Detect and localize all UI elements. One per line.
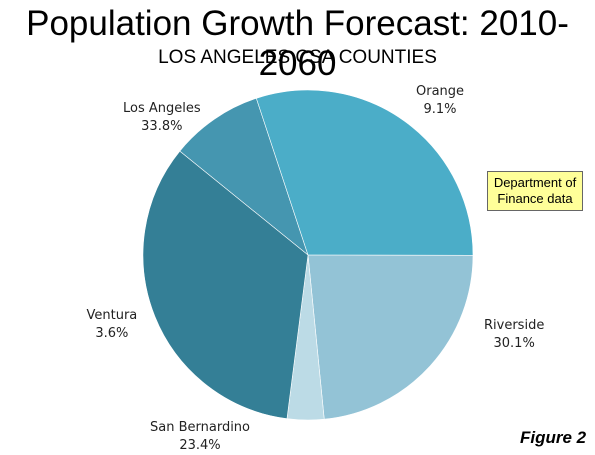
slice-percent-los-angeles: 33.8% — [141, 119, 183, 134]
data-source-note-line-2: Finance data — [497, 191, 573, 206]
pie-slice-los-angeles — [142, 150, 309, 419]
slice-name-riverside: Riverside — [484, 318, 545, 333]
slice-name-orange: Orange — [416, 84, 465, 99]
slice-percent-ventura: 3.6% — [95, 326, 129, 341]
data-source-note-line-1: Department of — [493, 175, 577, 190]
pie-slice-riverside — [255, 89, 474, 256]
slice-percent-riverside: 30.1% — [493, 336, 535, 351]
figure-label: Figure 2 — [520, 428, 587, 447]
pie-slice-orange — [179, 97, 309, 256]
data-source-note: Department of Finance data — [487, 171, 583, 211]
slice-label-los-angeles: Los Angeles 33.8% — [123, 100, 201, 136]
slice-name-los-angeles: Los Angeles — [123, 101, 201, 116]
slice-name-ventura: Ventura — [86, 308, 138, 323]
slice-percent-orange: 9.1% — [423, 102, 457, 117]
slice-label-san-bernardino: San Bernardino 23.4% — [150, 419, 250, 455]
slice-label-ventura: Ventura 3.6% — [87, 307, 138, 343]
chart-title: Population Growth Forecast: 2010-2060 — [26, 4, 569, 83]
chart-subtitle: LOS ANGELES CSA COUNTIES — [158, 47, 437, 68]
slice-label-orange: Orange 9.1% — [416, 83, 464, 119]
pie-slice-san-bernardino — [307, 254, 474, 420]
slice-label-riverside: Riverside 30.1% — [484, 317, 544, 353]
slice-name-san-bernardino: San Bernardino — [150, 420, 251, 435]
slice-percent-san-bernardino: 23.4% — [179, 438, 221, 453]
